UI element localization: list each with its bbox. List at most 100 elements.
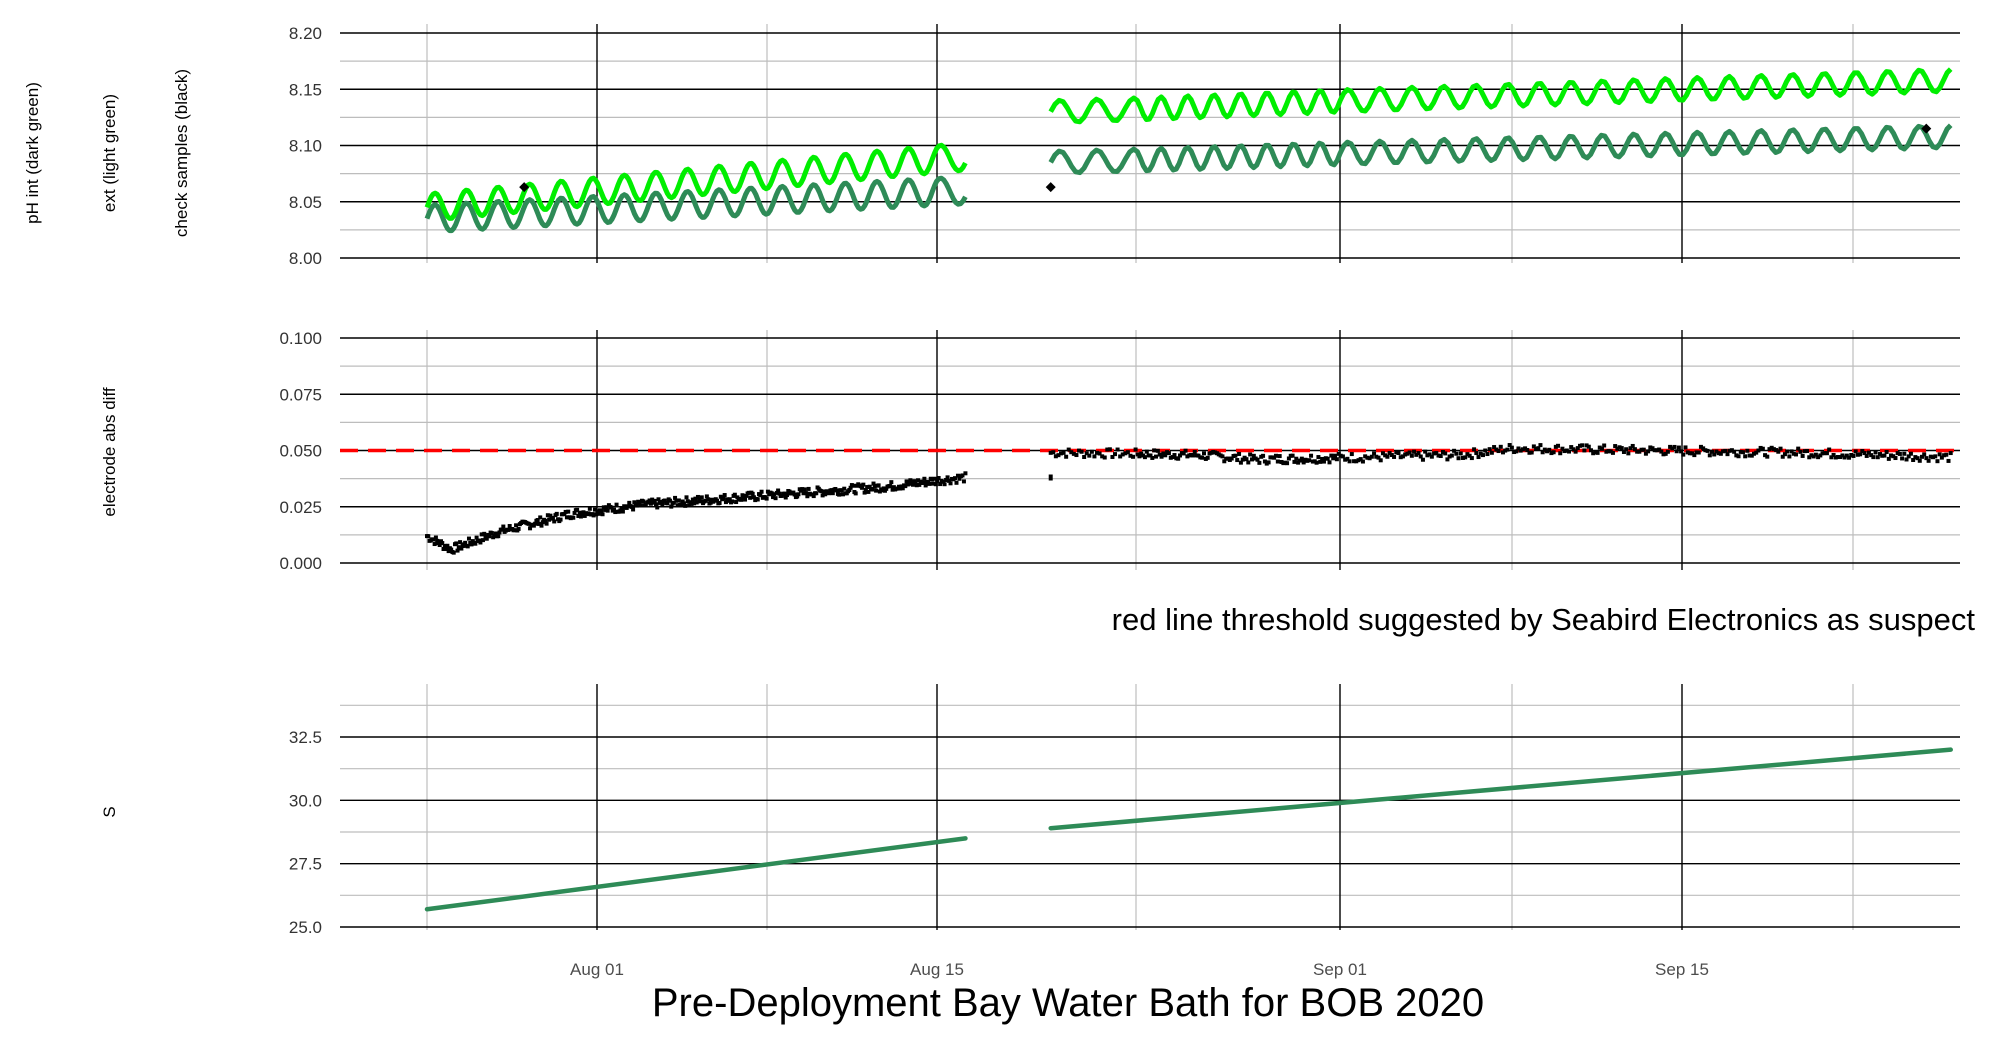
- diff-point: [715, 498, 720, 503]
- diff-point: [1383, 453, 1388, 458]
- diff-point: [1602, 443, 1607, 448]
- diff-point: [1166, 451, 1171, 456]
- diff-point: [820, 493, 825, 498]
- diff-point: [563, 509, 568, 514]
- diff-point: [656, 497, 661, 502]
- diff-point: [526, 521, 531, 526]
- diff-point: [1286, 456, 1291, 461]
- ph-ext-line: [424, 142, 968, 221]
- y-tick-label: 0.050: [279, 442, 322, 461]
- diff-point: [566, 509, 571, 514]
- diff-point: [708, 500, 713, 505]
- diff-point: [1480, 453, 1485, 458]
- diff-point: [1774, 448, 1779, 453]
- diff-point: [848, 485, 853, 490]
- diff-point: [1727, 448, 1732, 453]
- x-tick-label: Aug 01: [570, 960, 624, 979]
- diff-point: [871, 481, 876, 486]
- diff-point: [1597, 445, 1602, 450]
- diff-point: [1449, 453, 1454, 458]
- diff-point: [735, 495, 740, 500]
- diff-point: [1520, 447, 1525, 452]
- diff-point: [634, 503, 639, 508]
- diff-point: [743, 497, 748, 502]
- diff-point: [1356, 458, 1361, 463]
- diff-point: [665, 501, 670, 506]
- diff-point: [1327, 460, 1332, 465]
- diff-point: [1148, 453, 1153, 458]
- diff-point: [739, 497, 744, 502]
- salinity-ylabel: S: [100, 806, 119, 817]
- diff-point: [1120, 452, 1125, 457]
- diff-point: [1105, 447, 1110, 452]
- diff-point: [458, 540, 463, 545]
- diff-point: [769, 491, 774, 496]
- diff-point: [1340, 454, 1345, 459]
- diff-point: [1915, 456, 1920, 461]
- diff-point: [581, 510, 586, 515]
- diff-point: [955, 473, 960, 478]
- diff-point: [936, 476, 941, 481]
- diff-point: [514, 523, 519, 528]
- diff-point: [1809, 453, 1814, 458]
- diff-point: [662, 498, 667, 503]
- diff-point: [1266, 460, 1271, 465]
- diff-point: [912, 479, 917, 484]
- panel-3: 25.0 27.5 30.0 32.5 Aug 01 Aug 15 Sep 01 Sep 15: [289, 684, 1960, 979]
- diff-point: [683, 503, 688, 508]
- diff-point: [1474, 451, 1479, 456]
- diff-point: [933, 482, 938, 487]
- diff-point: [796, 492, 801, 497]
- diff-point: [1547, 447, 1552, 452]
- diff-point: [1434, 451, 1439, 456]
- diff-point: [516, 526, 521, 531]
- diff-point: [917, 482, 922, 487]
- diff-point: [1619, 446, 1624, 451]
- diff-point: [1518, 448, 1523, 453]
- diff-point: [653, 502, 658, 507]
- diff-point: [647, 498, 652, 503]
- diff-point: [931, 481, 936, 486]
- diff-point: [1176, 456, 1181, 461]
- diff-point: [1842, 455, 1847, 460]
- diff-point: [1847, 455, 1852, 460]
- diff-point: [1800, 453, 1805, 458]
- diff-point: [944, 477, 949, 482]
- diff-point: [1048, 474, 1053, 481]
- diff-point: [604, 505, 609, 510]
- diff-ylabel: electrode abs diff: [100, 387, 119, 516]
- diff-point: [1516, 446, 1521, 451]
- diff-point: [689, 501, 694, 506]
- diff-point: [1893, 456, 1898, 461]
- diff-point: [1369, 454, 1374, 459]
- diff-point: [1776, 449, 1781, 454]
- diff-point: [1394, 450, 1399, 455]
- diff-point: [1414, 452, 1419, 457]
- diff-point: [1345, 456, 1350, 461]
- diff-point: [1884, 449, 1889, 454]
- diff-point: [1569, 445, 1574, 450]
- diff-point: [1425, 453, 1430, 458]
- diff-point: [829, 488, 834, 493]
- diff-point: [1769, 445, 1774, 450]
- diff-point: [599, 508, 604, 513]
- diff-point: [1447, 454, 1452, 459]
- diff-point: [777, 491, 782, 496]
- diff-point: [1663, 451, 1668, 456]
- diff-point: [433, 535, 438, 540]
- diff-point: [704, 494, 709, 499]
- diff-point: [601, 505, 606, 510]
- diff-point: [1683, 445, 1688, 450]
- diff-point: [1624, 447, 1629, 452]
- diff-point: [1349, 452, 1354, 457]
- diff-point: [1811, 454, 1816, 459]
- diff-point: [1220, 454, 1225, 459]
- check-sample-point: [1045, 182, 1056, 193]
- diff-point: [685, 499, 690, 504]
- diff-point: [890, 487, 895, 492]
- diff-point: [446, 549, 451, 554]
- diff-point: [1307, 458, 1312, 463]
- diff-point: [650, 497, 655, 502]
- diff-point: [535, 518, 540, 523]
